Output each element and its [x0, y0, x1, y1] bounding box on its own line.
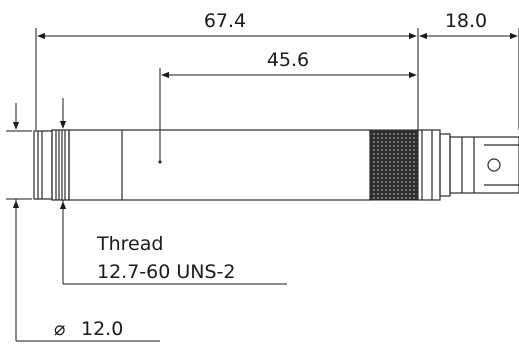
knurl-position-dimension: 45.6 — [161, 49, 417, 79]
sensor-body — [33, 129, 519, 201]
collar-step — [439, 133, 451, 197]
overall-length-label: 67.4 — [204, 10, 246, 32]
connector-pin — [487, 158, 501, 172]
thread-spec: 12.7-60 UNS-2 — [97, 261, 236, 283]
main-tube — [68, 129, 371, 201]
connector-length-dimension: 18.0 — [419, 10, 518, 40]
collar — [417, 129, 441, 201]
center-mark — [158, 160, 162, 164]
connector — [449, 136, 519, 194]
body-diameter-leader — [6, 103, 160, 342]
thread-label: Thread — [96, 233, 163, 255]
knurl-position-label: 45.6 — [267, 49, 309, 71]
extension-lines — [35, 28, 519, 162]
thread-section — [51, 129, 70, 201]
end-cap — [33, 130, 53, 200]
diameter-symbol: ⌀ — [54, 318, 65, 340]
knurled-grip — [369, 129, 419, 201]
diameter-value: 12.0 — [81, 318, 123, 340]
overall-length-dimension: 67.4 — [37, 10, 417, 40]
thread-diameter-leader — [59, 98, 287, 285]
connector-length-label: 18.0 — [445, 10, 487, 32]
